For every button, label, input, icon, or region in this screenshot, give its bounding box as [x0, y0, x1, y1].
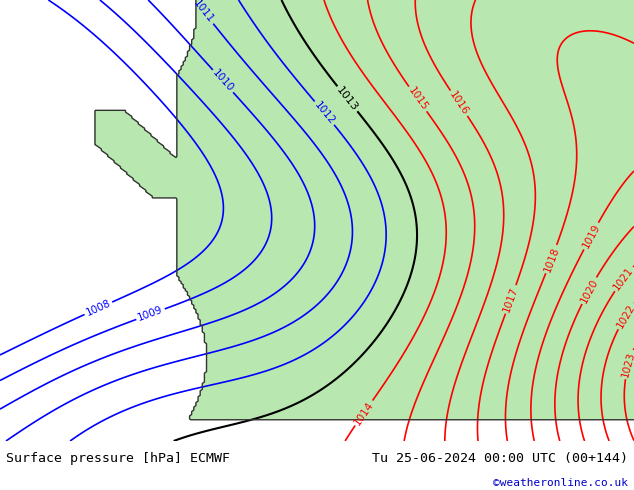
Text: 1022: 1022 — [614, 302, 634, 330]
Text: 1009: 1009 — [136, 305, 165, 323]
Text: 1020: 1020 — [578, 277, 600, 304]
Text: 1012: 1012 — [312, 100, 337, 126]
Text: 1021: 1021 — [612, 265, 634, 293]
Text: 1014: 1014 — [353, 399, 375, 427]
Text: 1015: 1015 — [406, 85, 429, 113]
Text: 1018: 1018 — [542, 245, 560, 273]
Text: ©weatheronline.co.uk: ©weatheronline.co.uk — [493, 478, 628, 488]
Text: 1016: 1016 — [448, 90, 470, 117]
Text: 1017: 1017 — [501, 285, 520, 314]
Text: 1008: 1008 — [84, 298, 112, 318]
Text: 1011: 1011 — [191, 0, 216, 25]
Text: 1023: 1023 — [620, 350, 634, 378]
Text: Surface pressure [hPa] ECMWF: Surface pressure [hPa] ECMWF — [6, 452, 230, 465]
Text: Tu 25-06-2024 00:00 UTC (00+144): Tu 25-06-2024 00:00 UTC (00+144) — [372, 452, 628, 465]
Text: 1013: 1013 — [335, 85, 360, 113]
Text: 1019: 1019 — [580, 222, 602, 250]
Text: 1010: 1010 — [210, 68, 235, 94]
